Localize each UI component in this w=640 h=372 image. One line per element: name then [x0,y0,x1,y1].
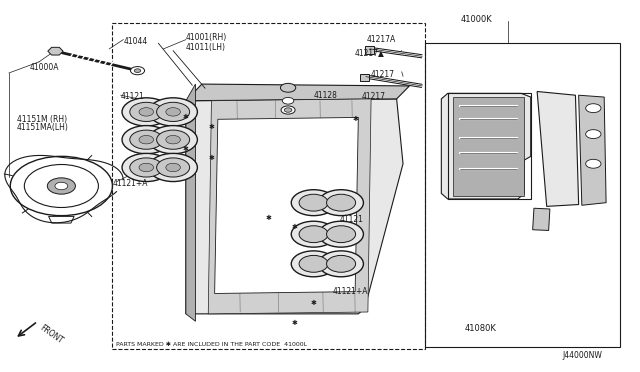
Text: 41121+A: 41121+A [113,179,148,187]
Text: ✱: ✱ [291,224,298,230]
Polygon shape [360,74,369,81]
Text: ✱: ✱ [209,155,214,161]
Circle shape [586,130,601,138]
Polygon shape [186,99,403,314]
Text: 41217: 41217 [362,92,385,101]
Text: PARTS MARKED ✱ ARE INCLUDED IN THE PART CODE  41000L: PARTS MARKED ✱ ARE INCLUDED IN THE PART … [116,342,307,347]
Circle shape [149,126,197,154]
Circle shape [149,153,197,182]
Circle shape [122,98,171,126]
Circle shape [326,226,356,243]
Polygon shape [537,92,579,206]
Text: 41121: 41121 [121,92,145,101]
Polygon shape [532,208,550,231]
Circle shape [157,102,189,121]
Circle shape [139,163,154,172]
Polygon shape [208,99,371,314]
Polygon shape [365,46,374,54]
Circle shape [157,158,189,177]
Text: 41000K: 41000K [461,15,492,24]
Text: 41151M (RH): 41151M (RH) [17,115,67,124]
Circle shape [166,163,180,172]
Text: 41011(LH): 41011(LH) [186,42,226,51]
Text: FRONT: FRONT [38,323,64,346]
Circle shape [139,135,154,144]
Circle shape [299,226,328,243]
Circle shape [319,221,364,247]
Text: 41121+A: 41121+A [333,287,368,296]
Circle shape [299,194,328,211]
Text: ✱: ✱ [352,116,358,122]
Text: 41080K: 41080K [465,324,496,333]
Circle shape [291,221,336,247]
Text: ✱: ✱ [209,124,214,130]
Circle shape [291,190,336,216]
Circle shape [326,194,356,211]
Polygon shape [186,84,195,321]
Bar [453,97,524,196]
Circle shape [586,159,601,168]
Polygon shape [579,95,606,205]
Circle shape [291,251,336,277]
Circle shape [282,97,294,104]
Text: J44000NW: J44000NW [563,351,602,360]
Text: 41217: 41217 [371,70,395,79]
Circle shape [122,126,171,154]
Bar [426,43,620,347]
Text: 41000A: 41000A [29,63,59,72]
Circle shape [299,256,328,272]
Text: 41121: 41121 [339,215,363,224]
Text: ✱: ✱ [310,300,317,306]
Circle shape [134,69,141,73]
Text: 41217▲: 41217▲ [355,48,385,57]
Circle shape [284,108,292,112]
Circle shape [130,102,163,121]
Text: 41128: 41128 [314,91,337,100]
Polygon shape [186,84,410,101]
Circle shape [157,130,189,149]
Circle shape [319,190,364,216]
Circle shape [586,104,601,113]
Circle shape [281,106,295,114]
Circle shape [131,67,145,75]
Circle shape [139,108,154,116]
Text: 41044: 41044 [124,37,148,46]
Text: ✱: ✱ [266,215,272,221]
Circle shape [122,153,171,182]
Circle shape [280,83,296,92]
Circle shape [166,108,180,116]
Text: ✱: ✱ [183,115,189,121]
Circle shape [326,256,356,272]
Circle shape [319,251,364,277]
Circle shape [166,135,180,144]
Circle shape [130,158,163,177]
Polygon shape [442,93,531,199]
Circle shape [47,178,76,194]
Bar [448,93,531,199]
Polygon shape [214,118,358,294]
Text: ✱: ✱ [183,146,189,152]
Circle shape [130,130,163,149]
Circle shape [55,182,68,190]
Polygon shape [48,47,63,55]
Text: 41001(RH): 41001(RH) [186,33,227,42]
Text: 41151MA(LH): 41151MA(LH) [17,123,68,132]
Circle shape [149,98,197,126]
Text: 41217A: 41217A [367,35,396,44]
Text: ✱: ✱ [291,320,298,326]
